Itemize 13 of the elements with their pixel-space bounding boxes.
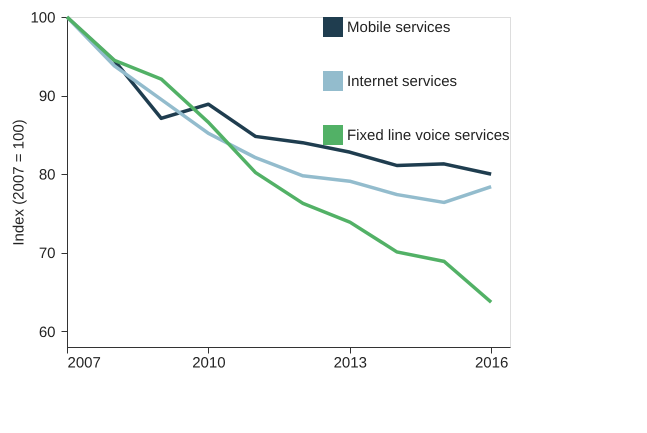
x-tick-label: 2010 xyxy=(192,354,226,372)
y-tick-label: 60 xyxy=(38,324,56,341)
y-tick-label: 80 xyxy=(38,166,56,184)
x-tick-label: 2016 xyxy=(474,354,508,372)
y-axis-title: Index (2007 = 100) xyxy=(10,119,28,246)
y-tick-label: 100 xyxy=(30,10,56,26)
legend-label: Internet services xyxy=(347,73,458,90)
x-tick-label: 2013 xyxy=(334,354,367,372)
y-tick-label: 90 xyxy=(38,88,56,106)
legend-label: Fixed line voice services xyxy=(347,127,510,144)
legend-label: Mobile services xyxy=(347,19,450,36)
y-tick-label: 70 xyxy=(38,245,56,262)
x-tick-label: 2007 xyxy=(68,354,101,372)
